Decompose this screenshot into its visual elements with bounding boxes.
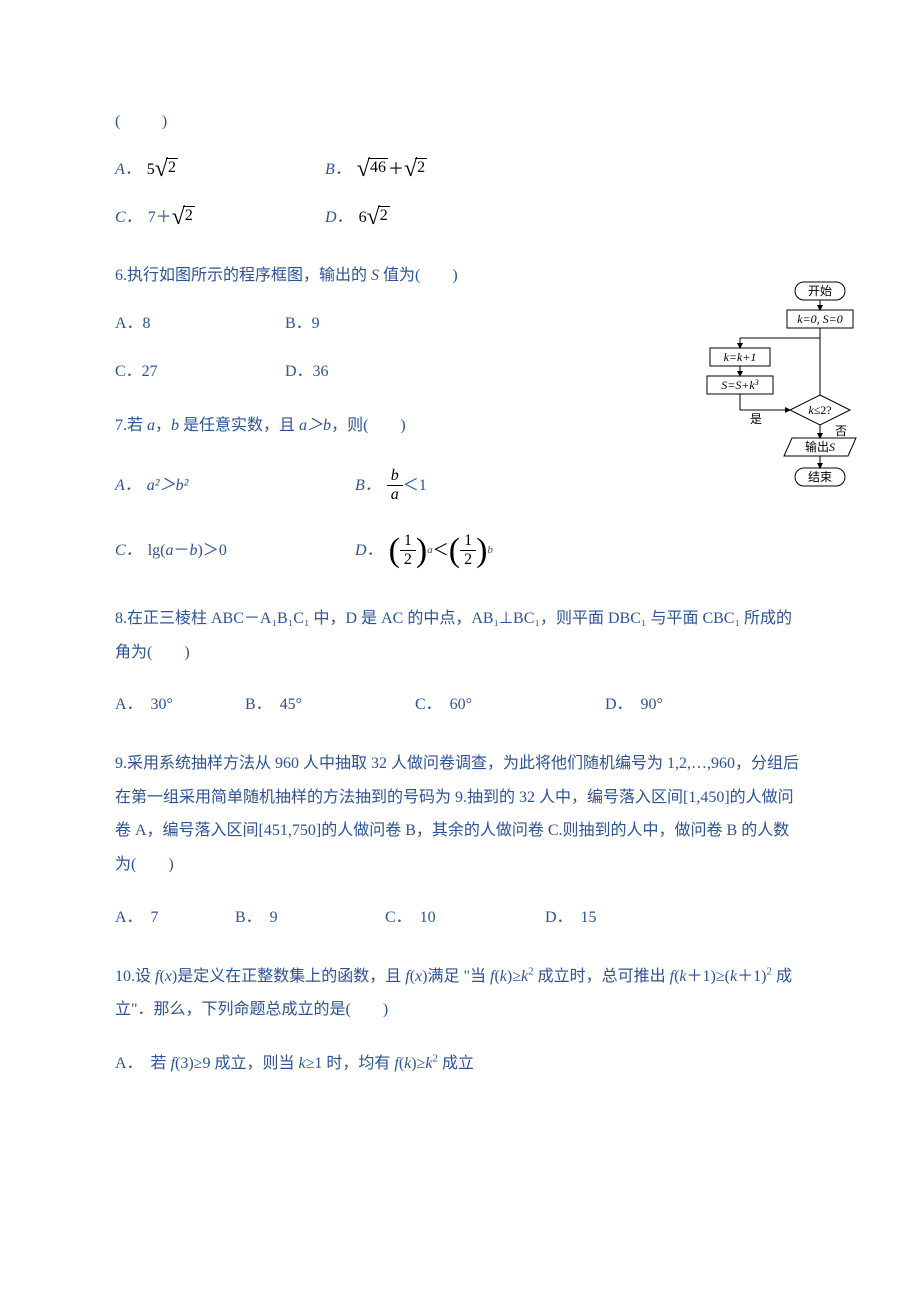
flow-init: k=0, S=0 [797,312,843,326]
frac-num: 1 [460,533,476,549]
radicand: 46 [368,158,388,177]
q9-opt-d: D． 15 [545,906,597,930]
q7-d-exp-b: b [487,542,493,559]
radical-sym: √ [367,205,380,229]
q5-d-label: D． [325,206,353,230]
frac-den: 2 [400,552,416,568]
q10-stem-text: 10.设 f(x)是定义在正整数集上的函数，且 f(x)满足 "当 f(k)≥k… [115,968,792,1019]
flow-start: 开始 [808,284,832,298]
q6-opt-b: B．9 [285,312,320,336]
q7-a-label: A． [115,474,141,498]
q7-b-frac: b a [387,468,403,503]
q9-opt-a: A． 7 [115,906,235,930]
q5-opt-d: D． 6 √ 2 [325,206,390,230]
q5-d-radical: √ 2 [367,206,390,230]
q7-d-label: D． [355,539,383,563]
q5-c-label: C． [115,206,142,230]
q5-row1: A． 5 √ 2 B． √ 46 ＋ √ 2 [115,158,805,182]
q6-var-s: S [371,267,379,284]
q5-row2: C． 7＋ √ 2 D． 6 √ 2 [115,206,805,230]
radical-sym: √ [404,157,417,181]
frac-den: 2 [460,552,476,568]
q7-tail: ，则( ) [331,417,406,434]
radical-sym: √ [357,157,370,181]
q6-opt-d: D．36 [285,360,329,384]
frac-num: 1 [400,533,416,549]
q5-bracket: ( ) [115,110,805,134]
rparen-icon: ) [416,537,427,564]
q8-opt-c: C． 60° [415,693,605,717]
lparen-icon: ( [389,537,400,564]
frac-den: a [387,487,403,503]
q8-opts: A． 30° B． 45° C． 60° D． 90° [115,693,805,717]
q9-opt-b: B． 9 [235,906,385,930]
flow-no: 否 [835,424,847,438]
q5-a-coef: 5 [147,158,155,182]
q7-stem: 7.若 a，b 是任意实数，且 a＞b，则( ) [115,414,565,438]
q7-m2: 是任意实数，且 [183,417,295,434]
flow-cond: k≤2? [808,403,831,417]
q7-opt-d: D． ( 1 2 ) a ＜ ( 1 2 ) b [355,533,493,568]
q7-opt-b: B． b a ＜1 [355,468,427,503]
q10-a-text: A． 若 f(3)≥9 成立，则当 k≥1 时，均有 f(k)≥k2 成立 [115,1055,474,1072]
q7-opt-c: C． lg(a－b)＞0 [115,539,355,563]
q7-c-body: lg(a－b)＞0 [148,539,227,563]
frac-half: 1 2 [400,533,416,568]
q7-b: b [171,417,183,434]
q5-opt-c: C． 7＋ √ 2 [115,206,325,230]
q7-b-tail: ＜1 [403,474,427,498]
q7-agb: a＞b [295,417,331,434]
q6-stem: 6.执行如图所示的程序框图，输出的 S 值为( ) [115,264,615,288]
rparen-icon: ) [476,537,487,564]
flowchart-diagram: 开始 k=0, S=0 k=k+1 S=S+k3 k≤2? 是 [680,280,875,505]
q8-stem: 8.在正三棱柱 ABC－A₁B₁C₁ 中，D 是 AC 的中点，AB₁⊥BC₁，… [115,602,805,669]
flow-output: 输出S [805,439,835,454]
q10-stem: 10.设 f(x)是定义在正整数集上的函数，且 f(x)满足 "当 f(k)≥k… [115,960,805,1027]
q5-c-radical: √ 2 [172,206,195,230]
q5-c-pre: 7＋ [148,206,172,230]
q9-opt-c: C． 10 [385,906,545,930]
q7-c-label: C． [115,539,142,563]
q7-a-body: a²＞b² [147,474,189,498]
flow-inc: k=k+1 [724,350,757,364]
q7-opt-a: A． a²＞b² [115,474,355,498]
frac-half: 1 2 [460,533,476,568]
q5-a-label: A． [115,158,141,182]
q8-opt-d: D． 90° [605,693,663,717]
q6-stem-text: 6.执行如图所示的程序框图，输出的 [115,267,367,284]
q5-b-rad2: √ 2 [404,158,427,182]
q9-stem: 9.采用系统抽样方法从 960 人中抽取 32 人做问卷调查，为此将他们随机编号… [115,747,805,881]
q7-m1: ， [155,417,171,434]
q6-opt-c: C．27 [115,360,285,384]
flow-yes: 是 [750,412,762,426]
q10-opt-a: A． 若 f(3)≥9 成立，则当 k≥1 时，均有 f(k)≥k2 成立 [115,1051,805,1076]
q5-opt-a: A． 5 √ 2 [115,158,325,182]
q6-stem-tail: 值为( ) [383,267,458,284]
q5-b-label: B． [325,158,351,182]
frac-num: b [387,468,403,484]
lparen-icon: ( [449,537,460,564]
q7-d-half-b: ( 1 2 ) [449,533,488,568]
q9-opts: A． 7 B． 9 C． 10 D． 15 [115,906,805,930]
q7-row2: C． lg(a－b)＞0 D． ( 1 2 ) a ＜ ( 1 [115,533,805,568]
q7-a: a [143,417,155,434]
flow-acc: S=S+k3 [721,378,759,392]
flow-end: 结束 [808,470,832,484]
q8-opt-b: B． 45° [245,693,415,717]
q7-d-half-a: ( 1 2 ) [389,533,428,568]
q5-opt-b: B． √ 46 ＋ √ 2 [325,158,427,182]
q5-b-plus: ＋ [388,158,404,182]
q5-a-radical: √ 2 [155,158,178,182]
q7-d-lt: ＜ [433,539,449,563]
q5-b-rad1: √ 46 [357,158,388,182]
radical-sym: √ [155,157,168,181]
q8-opt-a: A． 30° [115,693,245,717]
q6-opt-a: A．8 [115,312,285,336]
q7-pre: 7.若 [115,417,143,434]
q5-d-coef: 6 [359,206,367,230]
radical-sym: √ [172,205,185,229]
q7-b-label: B． [355,474,381,498]
